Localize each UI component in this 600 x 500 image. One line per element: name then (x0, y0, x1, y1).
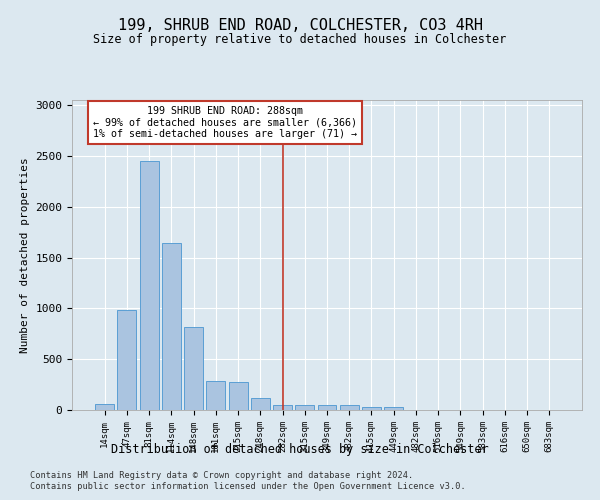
Text: 199 SHRUB END ROAD: 288sqm
← 99% of detached houses are smaller (6,366)
1% of se: 199 SHRUB END ROAD: 288sqm ← 99% of deta… (93, 106, 357, 140)
Bar (273, 405, 292, 410)
Text: Size of property relative to detached houses in Colchester: Size of property relative to detached ho… (94, 32, 506, 46)
Bar (95, 404, 114, 410)
Bar (229, 382, 248, 410)
Bar (251, 398, 270, 410)
Bar (362, 408, 381, 410)
Bar (184, 326, 203, 410)
Bar (140, 162, 158, 410)
Text: Contains public sector information licensed under the Open Government Licence v3: Contains public sector information licen… (30, 482, 466, 491)
Text: Distribution of detached houses by size in Colchester: Distribution of detached houses by size … (111, 442, 489, 456)
Y-axis label: Number of detached properties: Number of detached properties (20, 157, 30, 353)
Bar (162, 243, 181, 410)
Text: 199, SHRUB END ROAD, COLCHESTER, CO3 4RH: 199, SHRUB END ROAD, COLCHESTER, CO3 4RH (118, 18, 482, 32)
Bar (317, 405, 337, 410)
Text: Contains HM Land Registry data © Crown copyright and database right 2024.: Contains HM Land Registry data © Crown c… (30, 470, 413, 480)
Bar (206, 380, 225, 410)
Bar (295, 405, 314, 410)
Bar (118, 310, 136, 410)
Bar (384, 407, 403, 410)
Bar (340, 406, 359, 410)
